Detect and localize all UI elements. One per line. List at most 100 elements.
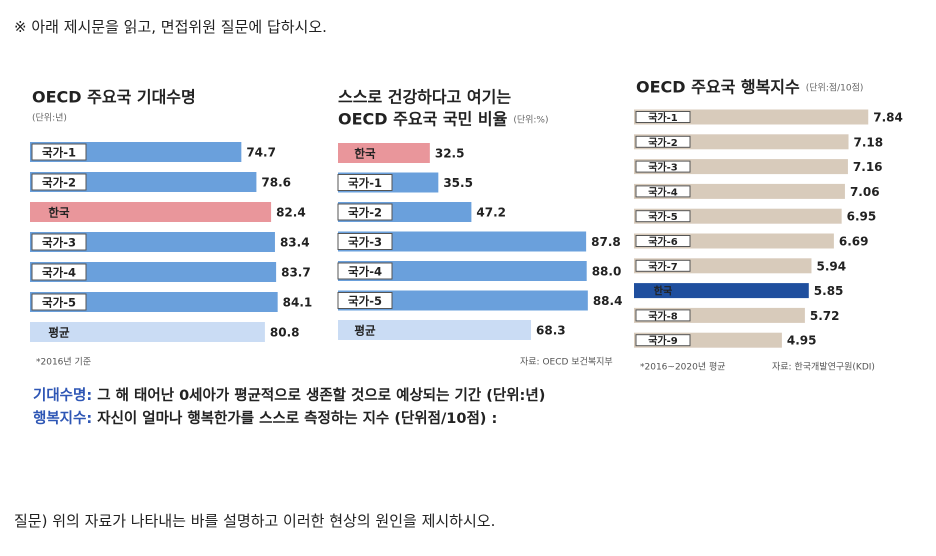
category-label: 국가-3 — [648, 161, 678, 174]
bar — [338, 320, 532, 340]
value-label: 32.5 — [435, 147, 465, 161]
bar — [30, 322, 265, 342]
category-label: 한국 — [48, 206, 70, 220]
category-label: 국가-6 — [648, 235, 678, 248]
value-label: 6.69 — [839, 235, 869, 249]
value-label: 78.6 — [261, 176, 291, 190]
chart-title: OECD 주요국 국민 비율 — [338, 110, 508, 129]
category-label: 국가-2 — [42, 176, 76, 190]
value-label: 87.8 — [591, 235, 621, 249]
category-label: 국가-1 — [348, 176, 382, 190]
value-label: 83.4 — [280, 236, 310, 250]
label-box — [31, 233, 87, 251]
category-label: 국가-3 — [42, 236, 76, 250]
category-label: 평균 — [354, 324, 376, 338]
category-label: 국가-7 — [648, 260, 678, 273]
definition: 기대수명: 그 해 태어난 0세아가 평균적으로 생존할 것으로 예상되는 기간… — [33, 384, 545, 405]
question: 질문) 위의 자료가 나타내는 바를 설명하고 이러한 현상의 원인을 제시하시… — [14, 512, 496, 530]
bar — [338, 290, 588, 311]
category-label: 국가-5 — [348, 294, 382, 308]
value-label: 7.84 — [873, 111, 903, 125]
value-label: 6.95 — [847, 210, 877, 224]
label-box — [635, 309, 691, 322]
value-label: 7.06 — [850, 185, 880, 199]
value-label: 7.18 — [854, 135, 884, 149]
label-box — [635, 235, 691, 247]
label-box — [337, 292, 393, 309]
value-label: 88.0 — [592, 265, 622, 279]
definition-text: 그 해 태어난 0세아가 평균적으로 생존할 것으로 예상되는 기간 (단위:년… — [97, 388, 546, 404]
bar — [30, 262, 277, 282]
value-label: 5.94 — [816, 259, 846, 273]
category-label: 국가-2 — [648, 136, 678, 149]
value-label: 4.95 — [787, 334, 817, 348]
instruction: ※ 아래 제시문을 읽고, 면접위원 질문에 답하시오. — [14, 18, 327, 36]
bar — [30, 202, 272, 222]
value-label: 84.1 — [283, 296, 313, 310]
chart-title: OECD 주요국 행복지수 — [636, 78, 800, 97]
value-label: 47.2 — [476, 206, 506, 220]
source: 자료: 한국개발연구원(KDI) — [772, 362, 875, 373]
value-label: 74.7 — [246, 146, 276, 160]
label-box — [635, 334, 691, 347]
category-label: 국가-9 — [648, 334, 678, 347]
note: *2016~2020년 평균 — [640, 362, 726, 373]
label-box — [337, 174, 393, 191]
label-box — [31, 143, 87, 161]
value-label: 5.85 — [814, 284, 844, 298]
charts: OECD 주요국 기대수명 (단위:년) 국가-1 74.7 국가-2 78.6 한국 82.… — [30, 78, 903, 373]
bar — [30, 292, 278, 312]
definition: 행복지수: 자신이 얼마나 행복한가를 스스로 측정하는 지수 (단위점/10점… — [33, 407, 497, 428]
unit: (단위:%) — [513, 115, 548, 126]
category-label: 국가-8 — [648, 309, 678, 322]
label-box — [337, 262, 393, 280]
value-label: 88.4 — [593, 294, 623, 308]
unit: (단위:점/10점) — [806, 82, 864, 94]
unit: (단위:년) — [32, 113, 67, 124]
label-box — [635, 259, 691, 272]
category-label: 국가-5 — [42, 296, 76, 310]
bar — [338, 231, 587, 252]
category-label: 국가-4 — [348, 265, 382, 279]
category-label: 한국 — [654, 286, 672, 298]
category-label: 국가-3 — [348, 235, 382, 249]
term: 행복지수: — [33, 411, 93, 427]
label-box — [31, 173, 87, 191]
label-box — [635, 135, 691, 148]
value-label: 80.8 — [270, 326, 300, 340]
label-box — [635, 111, 691, 123]
bar — [30, 172, 257, 192]
definition-text: 자신이 얼마나 행복한가를 스스로 측정하는 지수 (단위점/10점) : — [97, 411, 498, 427]
value-label: 82.4 — [276, 206, 306, 220]
category-label: 국가-2 — [348, 206, 382, 220]
value-label: 35.5 — [443, 176, 473, 190]
category-label: 국가-4 — [42, 266, 76, 280]
label-box — [635, 210, 691, 223]
bar — [634, 109, 869, 125]
value-label: 5.72 — [810, 309, 840, 323]
category-label: 국가-4 — [648, 185, 678, 198]
value-label: 7.16 — [853, 160, 883, 174]
category-label: 국가-1 — [648, 111, 678, 124]
chart-title: OECD 주요국 기대수명 — [32, 88, 196, 107]
category-label: 평균 — [48, 326, 70, 340]
label-box — [31, 263, 87, 281]
value-label: 68.3 — [536, 324, 566, 338]
note: *2016년 기준 — [36, 357, 91, 368]
label-box — [337, 203, 393, 221]
category-label: 국가-1 — [42, 146, 76, 160]
bar — [338, 261, 587, 281]
value-label: 83.7 — [281, 266, 311, 280]
bar — [338, 143, 430, 163]
bar — [634, 283, 809, 299]
label-box — [635, 160, 691, 173]
category-label: 국가-5 — [648, 210, 678, 223]
label-box — [635, 185, 691, 198]
chart-title: 스스로 건강하다고 여기는 — [338, 88, 511, 107]
bar — [30, 232, 275, 252]
term: 기대수명: — [33, 388, 93, 404]
label-box — [337, 233, 393, 250]
category-label: 한국 — [354, 147, 376, 161]
label-box — [31, 293, 87, 311]
